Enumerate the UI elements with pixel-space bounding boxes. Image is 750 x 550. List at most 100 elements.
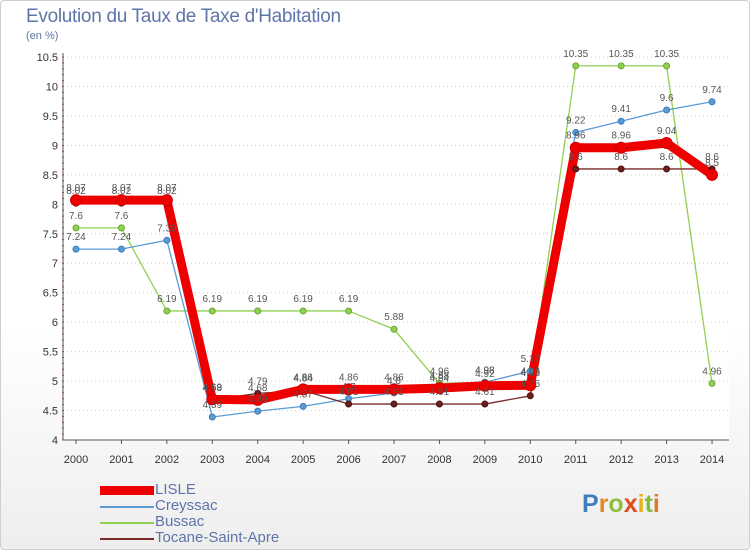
legend-item: LISLE [100,481,340,498]
data-label: 4.57 [293,389,313,400]
data-point [617,117,625,125]
y-tick-label: 7 [52,258,58,270]
y-tick-label: 8.5 [43,170,58,182]
data-label: 9.22 [566,115,586,126]
data-point [208,413,216,421]
data-label: 8.96 [566,131,586,142]
y-tick-label: 5.5 [43,347,58,359]
data-label: 8.6 [660,152,674,163]
data-point [435,400,443,408]
data-point [569,141,582,154]
data-label: 4.61 [430,387,450,398]
legend-item: Tocane-Saint-Apre [100,529,340,546]
data-label: 8.02 [157,186,177,197]
x-tick-label: 2012 [609,454,633,466]
data-point [708,379,716,387]
data-label: 8.6 [705,152,719,163]
x-tick-label: 2008 [427,454,451,466]
data-point [70,194,82,207]
data-point [117,245,125,253]
logo-letter: x [623,490,638,518]
y-tick-label: 4.5 [43,406,58,418]
data-label: 4.96 [430,366,450,377]
units-label: (en %) [26,30,59,42]
data-label: 4.39 [203,400,223,411]
data-point [572,165,580,173]
x-tick-label: 2014 [700,454,724,466]
data-label: 8.07 [66,183,86,194]
data-label: 9.74 [702,85,722,96]
data-point [390,325,398,333]
data-label: 4.86 [293,372,313,383]
data-point [388,383,401,396]
data-point [478,379,491,392]
data-point [163,236,171,244]
data-point [160,194,173,207]
data-point [663,62,671,70]
data-label: 6.19 [293,294,313,305]
y-tick-label: 10.5 [37,52,58,64]
logo-letter: P [582,490,599,518]
data-label: 6.19 [339,294,359,305]
y-tick-label: 7.5 [43,229,58,241]
data-point [390,400,398,408]
data-label: 4.61 [384,387,404,398]
data-point [254,407,262,415]
data-label: 6.19 [157,294,177,305]
data-label: 4.79 [248,376,268,387]
data-label: 4.7 [342,382,356,393]
data-point [117,224,125,232]
data-point [706,168,719,181]
logo-letter: r [598,490,609,518]
data-label: 4.84 [293,374,313,385]
data-label: 8.6 [569,152,583,163]
data-label: 10.35 [563,49,588,60]
data-label: 4.61 [475,387,495,398]
data-point [345,307,353,315]
data-label: 4.84 [430,374,450,385]
data-labels: 7.6 7.66.19 6.19 6.19 6.19 6.195.884.96 4.98 4.… [66,49,722,411]
proxiti-logo: Proxiti [582,490,660,519]
data-label: 9.41 [611,104,631,115]
data-point [663,165,671,173]
data-label: 4.49 [248,394,268,405]
y-tick-label: 8 [52,199,58,211]
data-label: 9.04 [657,126,677,137]
data-point [299,307,307,315]
data-label: 4.86 [339,372,359,383]
data-label: 4.86 [384,372,404,383]
data-point [251,393,264,406]
data-point [115,194,128,207]
logo-letter: t [644,490,653,518]
data-point [481,400,489,408]
y-tick-label: 4 [52,435,58,447]
data-label: 8.96 [611,131,631,142]
data-point [615,141,628,154]
x-tick-label: 2004 [245,454,269,466]
data-label: 7.24 [112,232,132,243]
data-label: 6.19 [203,294,223,305]
x-tick-label: 2005 [291,454,315,466]
data-label: 4.98 [475,365,495,376]
data-label: 6.19 [248,294,268,305]
x-tick-label: 2000 [64,454,88,466]
data-point [208,307,216,315]
grid [63,53,729,441]
legend-label: Creyssac [155,497,218,514]
data-label: 7.6 [69,211,83,222]
data-label: 7.39 [157,223,177,234]
y-tick-label: 5 [52,376,58,388]
data-label: 7.24 [66,232,86,243]
data-point [72,224,80,232]
data-point [708,98,716,106]
data-label: 4.68 [203,383,223,394]
data-point [206,393,219,406]
data-label: 8.6 [614,152,628,163]
legend-swatch [100,522,154,524]
x-tick-label: 2002 [155,454,179,466]
x-tick-label: 2013 [654,454,678,466]
data-point [660,137,673,150]
data-label: 4.75 [521,379,541,390]
data-label: 8.07 [112,183,132,194]
y-tick-label: 9.5 [43,111,58,123]
